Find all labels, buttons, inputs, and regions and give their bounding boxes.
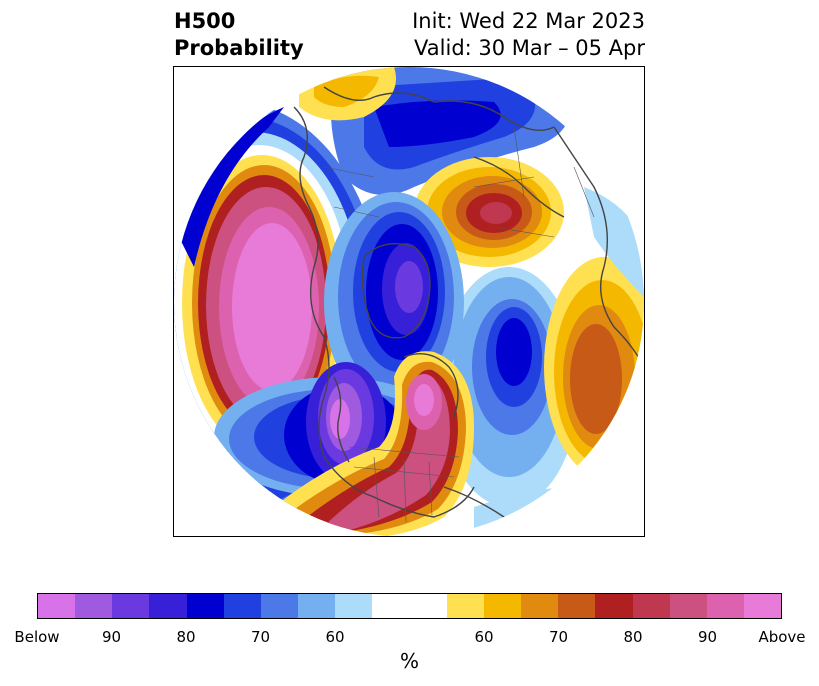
anomaly-below-east [439, 267, 579, 507]
probability-field [174, 67, 644, 536]
colorbar-tick-label: Below [14, 628, 60, 646]
colorbar-tick-label: 90 [697, 628, 718, 646]
colorbar-swatch [483, 594, 522, 618]
colorbar-tick-label: 80 [623, 628, 643, 646]
colorbar-swatch [595, 594, 633, 618]
colorbar-swatch [521, 594, 559, 618]
polar-map [173, 66, 645, 537]
colorbar-tick-labels: Below 90 80 70 60 60 70 80 90 Above [14, 628, 805, 646]
colorbar-swatch [112, 594, 150, 618]
political-borders [323, 126, 595, 523]
colorbar-swatch [446, 594, 484, 618]
colorbar-tick-label: 60 [474, 628, 494, 646]
colorbar-swatch [558, 594, 596, 618]
coastlines [293, 86, 644, 536]
colorbar-swatch [149, 594, 187, 618]
colorbar-swatch [38, 594, 76, 618]
anomaly-below-arctic [330, 67, 570, 195]
colorbar-swatch [75, 594, 113, 618]
colorbar-tick-label: 80 [176, 628, 196, 646]
colorbar-swatch [335, 594, 373, 618]
title-init-date: Init: Wed 22 Mar 2023 [412, 9, 645, 33]
map-canvas [174, 67, 644, 536]
chart-title-right: Init: Wed 22 Mar 2023 Valid: 30 Mar – 05… [412, 8, 645, 62]
colorbar-tick-label: 70 [548, 628, 569, 646]
colorbar-swatch [372, 594, 410, 618]
colorbar-swatch [409, 594, 447, 618]
colorbar-swatch [706, 594, 744, 618]
colorbar-swatch [632, 594, 670, 618]
anomaly-above-south [274, 351, 474, 536]
colorbar-swatch [298, 594, 336, 618]
colorbar-swatch [186, 594, 224, 618]
chart-title-left: H500 Probability [174, 8, 304, 62]
colorbar-swatch [743, 594, 782, 618]
colorbar-swatch [260, 594, 299, 618]
colorbar [37, 593, 782, 619]
colorbar-tick-label: Above [758, 628, 806, 646]
colorbar-unit-label: % [399, 649, 419, 673]
colorbar-swatch [223, 594, 261, 618]
colorbar-tick-label: 70 [250, 628, 271, 646]
colorbar-swatch [669, 594, 707, 618]
colorbar-tick-label: 60 [325, 628, 345, 646]
title-valid-range: Valid: 30 Mar – 05 Apr [414, 36, 645, 60]
colorbar-tick-label: 90 [101, 628, 122, 646]
anomaly-below-central [324, 192, 464, 412]
title-variable: H500 [174, 9, 236, 33]
title-product: Probability [174, 36, 304, 60]
